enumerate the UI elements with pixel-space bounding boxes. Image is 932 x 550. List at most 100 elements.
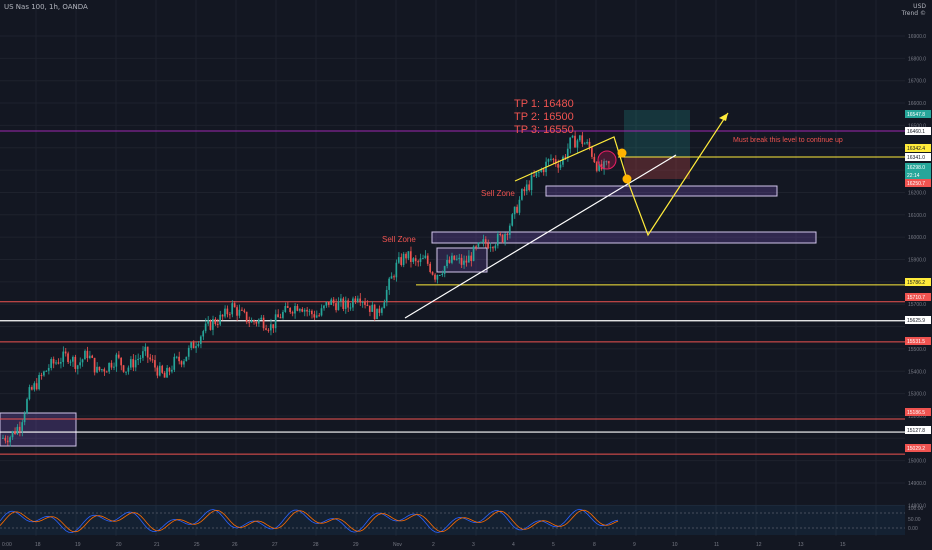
highlight-circle [597,150,617,170]
long-position-target [624,110,690,157]
candle-body [67,353,69,362]
price-tick: 16800.0 [908,56,926,62]
tp2-label: TP 2: 16500 [514,111,574,123]
candle-body [586,141,588,144]
trendline-support [404,154,677,319]
price-tick: 14800.0 [908,503,926,509]
candle-body [516,206,518,213]
candle-body [127,367,130,372]
candle-body [163,372,166,378]
candle-body [593,156,596,163]
candle-body [187,347,190,357]
time-tick: 27 [272,542,278,548]
candle-body [407,251,410,259]
candle-body [149,357,151,360]
candle-body [33,383,36,390]
candle-body [284,306,287,312]
candle-body [2,437,4,439]
candle-body [224,308,226,317]
candle-body [178,356,180,362]
candle-body [475,246,477,248]
candle-body [525,184,528,192]
candle-body [257,319,260,324]
candle-body [62,351,65,363]
price-tick: 16700.0 [908,79,926,85]
candle-body [376,308,378,320]
candle-body [103,369,106,372]
time-tick: 20 [116,542,122,548]
candle-body [576,140,579,148]
candle-body [431,272,434,275]
candle-body [294,305,296,314]
candle-body [4,437,7,441]
candle-body [175,356,178,358]
price-axis[interactable]: 16900.0 16800.0 16700.0 16600.0 16500.0 16200… [905,0,932,550]
time-axis[interactable]: 0:00 18 19 20 21 25 26 27 28 29 Nov 2 3 4 5 8 9 10 11 12 13 1… [0,537,932,550]
pivot-dot-lower [622,174,632,184]
candle-body [84,350,86,360]
candle-body [366,304,369,306]
candle-body [315,315,318,318]
candle-body [523,189,526,192]
candle-body [414,258,417,262]
candle-body [11,431,14,438]
candle-body [426,255,429,264]
candle-body [28,387,31,400]
candle-body [547,159,550,162]
candle-body [250,320,253,323]
price-label-box [905,153,931,161]
price-label: 15127.8 [907,428,925,434]
price-tick: 15000.0 [908,459,926,465]
candle-body [318,315,320,317]
candle-body [588,141,591,148]
candle-body [528,184,530,191]
candle-body [69,361,72,363]
candle-body [64,351,67,354]
candle-body [487,243,489,249]
time-tick: 5 [552,542,555,548]
candle-body [52,358,55,364]
candle-body [511,214,514,226]
candle-body [381,308,383,313]
candle-body [436,275,439,280]
candle-body [518,199,521,213]
candle-body [50,358,52,368]
chart-grid [0,0,905,536]
candle-body [30,387,33,390]
candle-body [74,356,77,369]
candle-body [552,158,555,160]
candle-body [233,303,236,308]
currency-indicator[interactable]: USD Trend © [902,3,926,17]
price-label-box [905,171,931,179]
price-label-box [905,179,931,187]
candle-body [342,298,345,309]
candle-body [45,370,48,372]
candle-body [323,305,325,309]
candle-body [209,320,212,330]
candle-body [530,175,533,191]
time-tick: 3 [472,542,475,548]
candle-body [533,175,535,177]
candle-body [199,336,202,345]
candle-body [417,261,419,263]
candle-body [306,309,308,312]
candle-body [286,306,289,308]
candle-body [245,311,248,323]
candle-body [88,355,91,359]
candle-body [26,399,28,414]
candle-body [289,307,291,313]
candle-body [291,312,294,314]
candle-body [98,366,101,371]
candle-body [361,301,364,303]
candle-body [438,275,441,277]
price-label: 16460.1 [907,129,925,135]
candle-body [96,366,98,373]
candle-body [21,422,24,431]
pivot-dot-upper [617,148,627,158]
candle-body [173,356,176,370]
oscillator-d-line [0,509,619,533]
symbol-header[interactable]: US Nas 100, 1h, OANDA [4,3,88,11]
candle-body [190,342,192,348]
candle-body [506,234,509,236]
